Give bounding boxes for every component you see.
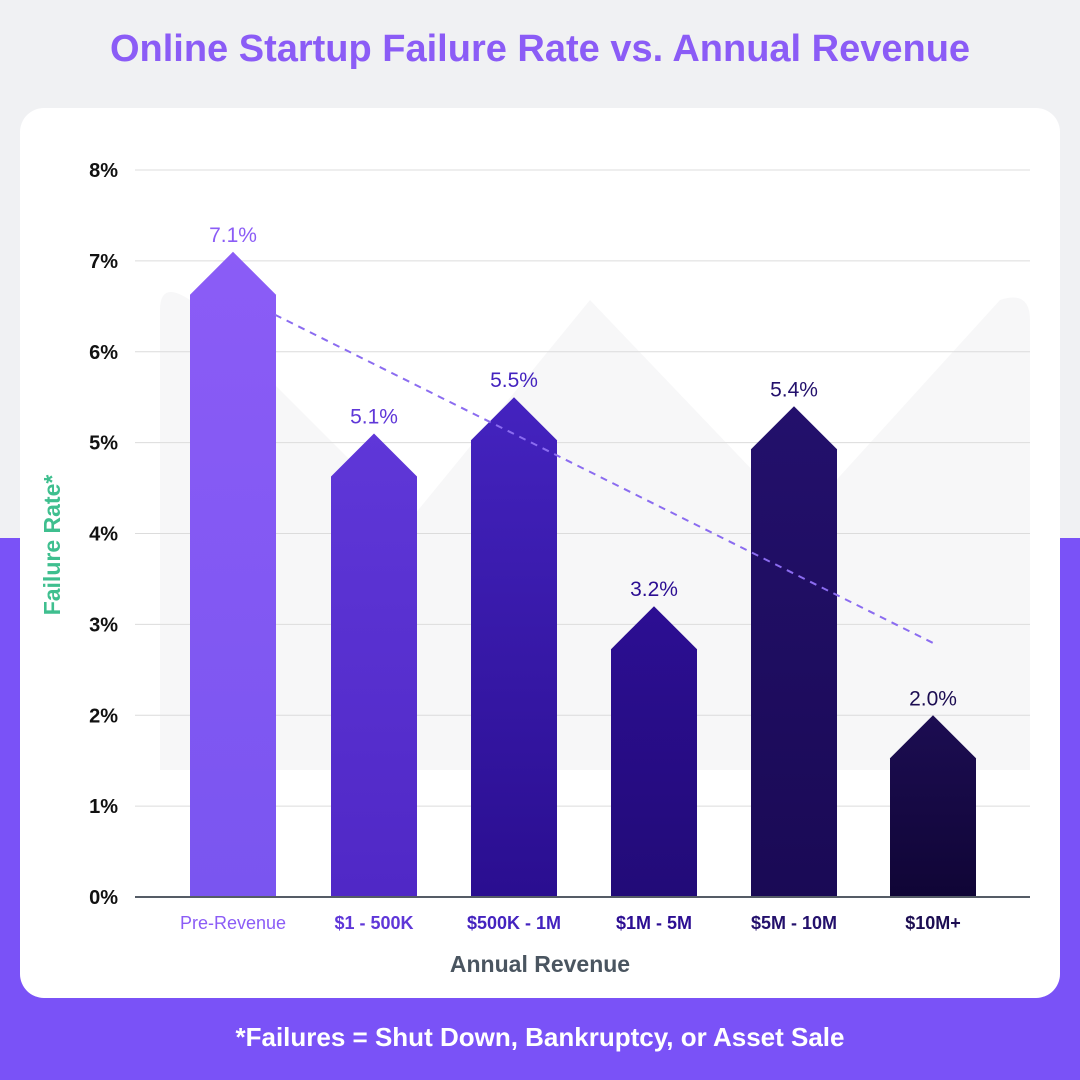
data-label: 7.1% (209, 224, 257, 247)
y-tick-label: 3% (89, 614, 118, 636)
y-tick-label: 5% (89, 433, 118, 455)
y-tick-label: 4% (89, 524, 118, 546)
x-tick-label: Pre-Revenue (180, 913, 286, 933)
y-tick-label: 1% (89, 796, 118, 818)
x-tick-label: $1M - 5M (616, 913, 692, 933)
y-tick-label: 6% (89, 342, 118, 364)
data-label: 5.1% (350, 406, 398, 429)
bar (331, 433, 417, 896)
bar (890, 715, 976, 896)
x-tick-label: $500K - 1M (467, 913, 561, 933)
y-tick-label: 0% (89, 887, 118, 909)
y-axis-title: Failure Rate* (39, 475, 65, 616)
x-tick-label: $10M+ (905, 913, 961, 933)
bar (611, 606, 697, 896)
data-label: 2.0% (909, 687, 957, 710)
data-label: 3.2% (630, 578, 678, 601)
bar (190, 251, 276, 897)
page-title: Online Startup Failure Rate vs. Annual R… (109, 28, 971, 70)
y-tick-label: 8% (89, 160, 118, 182)
data-label: 5.5% (490, 369, 538, 392)
bar (751, 406, 837, 896)
x-axis-title: Annual Revenue (450, 951, 630, 977)
trendline (274, 313, 934, 644)
data-label: 5.4% (770, 378, 818, 401)
x-tick-label: $5M - 10M (751, 913, 837, 933)
bar (471, 397, 557, 896)
x-tick-label: $1 - 500K (334, 913, 413, 933)
y-tick-label: 7% (89, 251, 118, 273)
watermark-logo (160, 292, 1030, 770)
y-tick-label: 2% (89, 705, 118, 727)
footnote: *Failures = Shut Down, Bankruptcy, or As… (235, 1022, 845, 1052)
